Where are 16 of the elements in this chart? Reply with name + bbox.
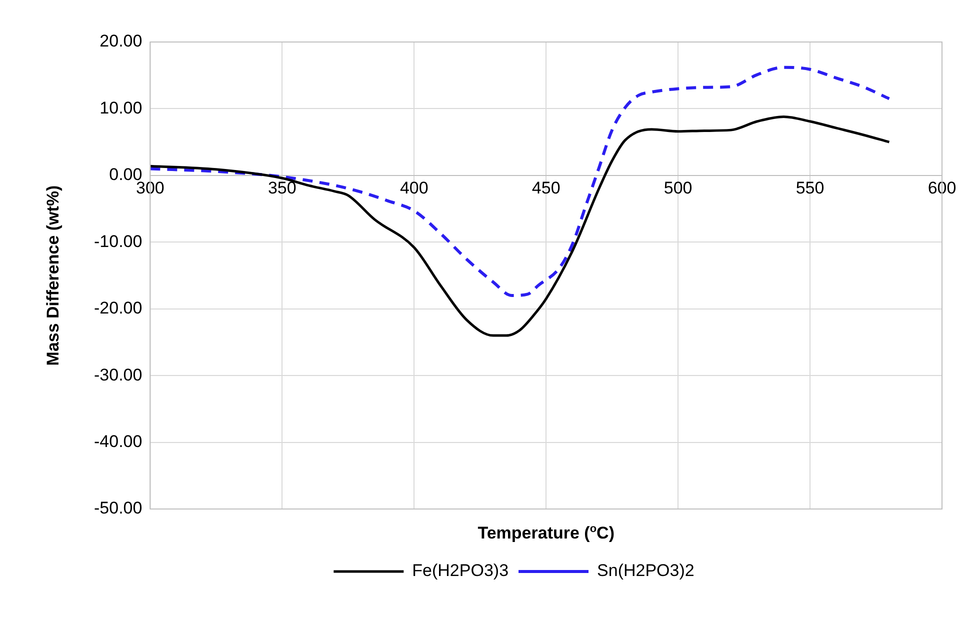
y-tick-label: -20.00 bbox=[94, 298, 142, 318]
x-tick-label: 400 bbox=[400, 178, 428, 198]
y-tick-label: 20.00 bbox=[100, 32, 142, 51]
legend-label: Fe(H2PO3)3 bbox=[412, 561, 509, 580]
x-tick-label: 500 bbox=[664, 178, 692, 198]
y-tick-label: -50.00 bbox=[94, 498, 142, 518]
x-tick-label: 350 bbox=[268, 178, 296, 198]
y-tick-label: -30.00 bbox=[94, 365, 142, 384]
x-tick-label: 450 bbox=[532, 178, 560, 198]
x-tick-label: 550 bbox=[796, 178, 824, 198]
legend-label: Sn(H2PO3)2 bbox=[597, 561, 694, 580]
y-tick-label: -10.00 bbox=[94, 232, 142, 251]
x-tick-label: 600 bbox=[928, 178, 956, 198]
y-tick-label: 10.00 bbox=[100, 98, 142, 118]
y-axis-title: Mass Difference (wt%) bbox=[44, 185, 63, 366]
y-tick-label: -40.00 bbox=[94, 432, 142, 451]
